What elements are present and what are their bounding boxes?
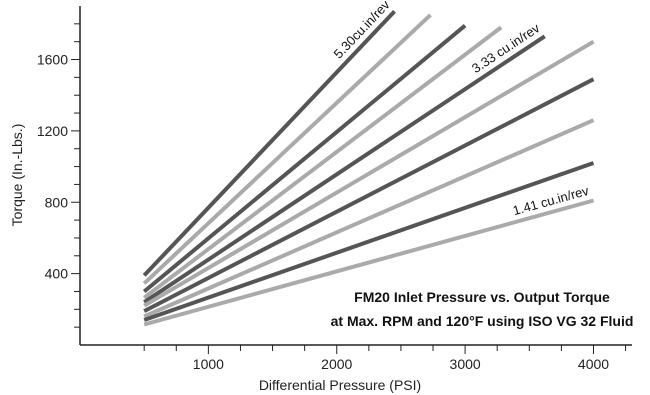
series-line-4 (142, 25, 503, 300)
y-tick-label: 1600 (37, 52, 68, 68)
y-tick-label: 400 (45, 266, 69, 282)
series-label-5: 3.33 cu.in/rev (469, 20, 543, 76)
y-tick-label: 1200 (37, 123, 68, 139)
x-axis-label: Differential Pressure (PSI) (259, 377, 421, 393)
x-tick-label: 3000 (450, 356, 481, 372)
chart-annotation-line-1: FM20 Inlet Pressure vs. Output Torque (354, 289, 610, 305)
y-axis-label: Torque (In.-Lbs.) (9, 124, 25, 227)
x-tick-label: 1000 (193, 356, 224, 372)
x-tick-label: 4000 (578, 356, 609, 372)
series-line-5 (143, 34, 546, 304)
series-line-7 (143, 77, 595, 313)
x-tick-label: 2000 (321, 356, 352, 372)
series-line-9 (143, 161, 595, 322)
series-line-2 (142, 13, 432, 285)
series-line-1 (142, 10, 396, 277)
series-line-8 (143, 118, 595, 319)
series-lines (142, 10, 595, 327)
series-line-3 (142, 24, 467, 294)
chart-annotation-line-2: at Max. RPM and 120°F using ISO VG 32 Fl… (331, 313, 634, 329)
series-label-1: 5.30cu.in/rev (331, 0, 393, 61)
y-tick-label: 800 (45, 194, 69, 210)
axes: 1000 2000 3000 4000 400 800 1200 1600 (37, 6, 632, 372)
series-line-10 (143, 198, 595, 327)
series-line-6 (143, 39, 595, 308)
